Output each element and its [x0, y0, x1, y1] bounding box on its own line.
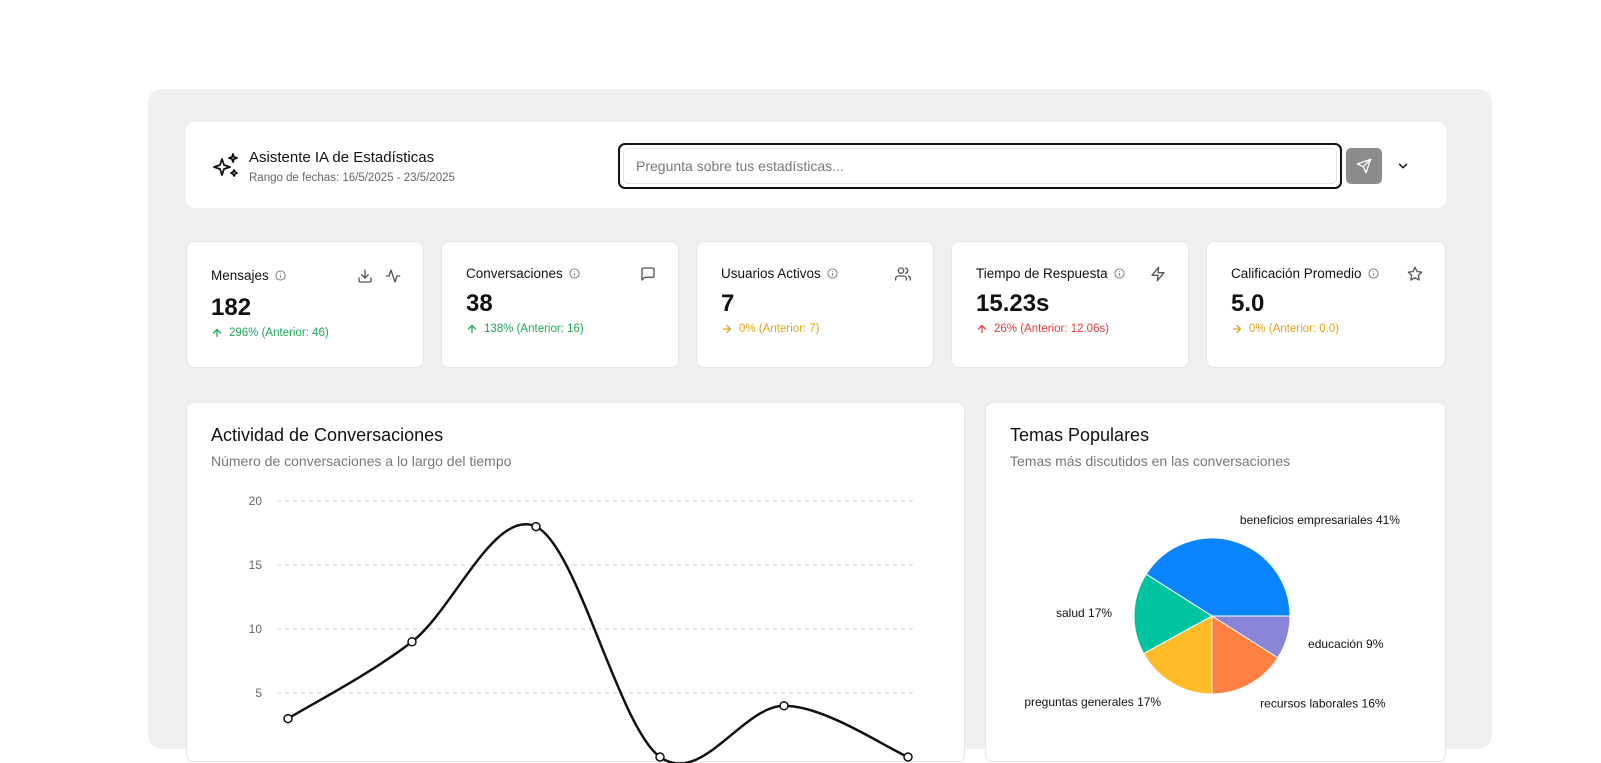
send-icon	[1356, 158, 1372, 174]
data-point[interactable]	[655, 752, 665, 762]
arrow-right-icon	[722, 324, 732, 334]
data-point[interactable]	[903, 752, 913, 762]
data-point[interactable]	[407, 637, 417, 647]
info-icon[interactable]	[569, 268, 580, 279]
metric-card-usuarios-activos: Usuarios Activos 7 0% (Anterior: 7)	[696, 241, 934, 368]
expand-button[interactable]	[1392, 155, 1414, 177]
metric-delta-text: 0% (Anterior: 0.0)	[1249, 323, 1340, 335]
metric-label-text: Usuarios Activos	[721, 266, 821, 281]
assistant-title: Asistente IA de Estadísticas	[249, 149, 435, 166]
pie-label: beneficios empresariales 41%	[1240, 513, 1400, 527]
data-point[interactable]	[283, 713, 293, 724]
send-button[interactable]	[1346, 148, 1382, 184]
metric-card-tiempo-respuesta: Tiempo de Respuesta 15.23s 26% (Anterior…	[951, 241, 1189, 368]
activity-line-chart: 5 10 15 20	[249, 494, 916, 763]
topics-subtitle: Temas más discutidos en las conversacion…	[1010, 453, 1291, 469]
metric-delta-text: 26% (Anterior: 12.06s)	[994, 323, 1110, 335]
activity-title: Actividad de Conversaciones	[211, 425, 444, 445]
topics-pie-chart: beneficios empresariales 41% educación 9%…	[1024, 513, 1400, 711]
topics-title: Temas Populares	[1010, 425, 1150, 445]
y-tick-label: 15	[249, 558, 263, 572]
search-box	[618, 143, 1342, 189]
ai-assistant-bar: Asistente IA de Estadísticas Rango de fe…	[186, 122, 1446, 208]
metric-delta-text: 0% (Anterior: 7)	[739, 323, 820, 335]
arrow-up-icon	[212, 328, 222, 338]
info-icon[interactable]	[1368, 268, 1379, 279]
arrow-right-icon	[1232, 324, 1242, 334]
metric-delta: 0% (Anterior: 7)	[721, 323, 820, 335]
topics-chart-card: Temas Populares Temas más discutidos en …	[985, 402, 1446, 762]
activity-icon[interactable]	[385, 268, 401, 284]
metric-value: 7	[721, 290, 735, 317]
info-icon[interactable]	[1114, 268, 1125, 279]
pie-slice[interactable]	[1211, 615, 1279, 695]
metric-label-text: Mensajes	[211, 268, 269, 283]
pie-label: preguntas generales 17%	[1024, 695, 1161, 709]
metric-value: 38	[466, 290, 493, 317]
pie-slice[interactable]	[1142, 615, 1213, 695]
users-icon	[895, 267, 911, 281]
sparkles-icon	[213, 153, 238, 177]
arrow-up-icon	[977, 324, 987, 334]
pie-label: salud 17%	[1056, 606, 1112, 620]
metric-value: 182	[211, 294, 252, 321]
dashboard-panel: Asistente IA de Estadísticas Rango de fe…	[148, 89, 1492, 763]
metric-label: Mensajes	[211, 268, 286, 283]
metric-label: Tiempo de Respuesta	[976, 266, 1125, 281]
pie-label: educación 9%	[1308, 637, 1384, 651]
pie-slice[interactable]	[1133, 573, 1213, 655]
metric-label: Calificación Promedio	[1231, 266, 1379, 281]
pie-label: recursos laborales 16%	[1260, 697, 1386, 711]
data-point[interactable]	[779, 701, 789, 711]
download-icon[interactable]	[357, 268, 373, 284]
metric-label: Conversaciones	[466, 266, 580, 281]
y-tick-label: 20	[249, 494, 263, 508]
metric-card-conversaciones: Conversaciones 38 138% (Anterior: 16)	[441, 241, 679, 368]
metric-card-calificacion: Calificación Promedio 5.0 0% (Anterior: …	[1206, 241, 1446, 368]
metric-delta-text: 138% (Anterior: 16)	[484, 323, 584, 335]
metric-value: 5.0	[1231, 290, 1265, 317]
metric-card-mensajes: Mensajes 182 296% (Anterior: 46)	[186, 241, 424, 368]
question-input[interactable]	[623, 148, 1337, 184]
zap-icon	[1151, 266, 1165, 282]
metric-value: 15.23s	[976, 290, 1050, 317]
arrow-up-icon	[467, 324, 477, 334]
metric-delta-text: 296% (Anterior: 46)	[229, 327, 329, 339]
metric-delta: 138% (Anterior: 16)	[466, 323, 584, 335]
info-icon[interactable]	[827, 268, 838, 279]
metric-label-text: Conversaciones	[466, 266, 563, 281]
metric-delta: 0% (Anterior: 0.0)	[1231, 323, 1339, 335]
activity-subtitle: Número de conversaciones a lo largo del …	[211, 453, 512, 469]
metric-delta: 296% (Anterior: 46)	[211, 327, 329, 339]
chevron-down-icon	[1398, 163, 1408, 169]
metric-label: Usuarios Activos	[721, 266, 838, 281]
message-square-icon	[641, 267, 655, 281]
info-icon[interactable]	[275, 270, 286, 281]
activity-chart-card: Actividad de Conversaciones Número de co…	[186, 402, 965, 763]
series-line	[287, 523, 909, 763]
y-tick-label: 5	[255, 686, 262, 700]
y-tick-label: 10	[249, 622, 263, 636]
metric-label-text: Calificación Promedio	[1231, 266, 1362, 281]
data-point[interactable]	[531, 521, 541, 532]
star-icon	[1407, 266, 1423, 281]
metric-label-text: Tiempo de Respuesta	[976, 266, 1108, 281]
metric-delta: 26% (Anterior: 12.06s)	[976, 323, 1109, 335]
date-range: Rango de fechas: 16/5/2025 - 23/5/2025	[249, 172, 455, 184]
